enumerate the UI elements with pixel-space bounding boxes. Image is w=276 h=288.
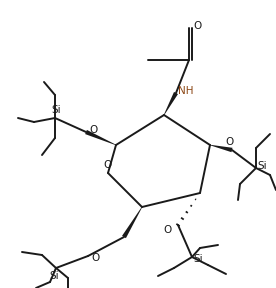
Text: Si: Si — [49, 271, 59, 281]
Polygon shape — [122, 207, 142, 238]
Text: O: O — [226, 137, 234, 147]
Polygon shape — [85, 130, 116, 145]
Text: O: O — [103, 160, 111, 170]
Text: Si: Si — [51, 105, 61, 115]
Text: Si: Si — [193, 254, 203, 264]
Polygon shape — [164, 92, 178, 115]
Text: O: O — [90, 125, 98, 135]
Text: O: O — [92, 253, 100, 263]
Polygon shape — [210, 145, 232, 152]
Text: O: O — [164, 225, 172, 235]
Text: NH: NH — [178, 86, 194, 96]
Text: Si: Si — [257, 161, 267, 171]
Text: O: O — [193, 21, 201, 31]
